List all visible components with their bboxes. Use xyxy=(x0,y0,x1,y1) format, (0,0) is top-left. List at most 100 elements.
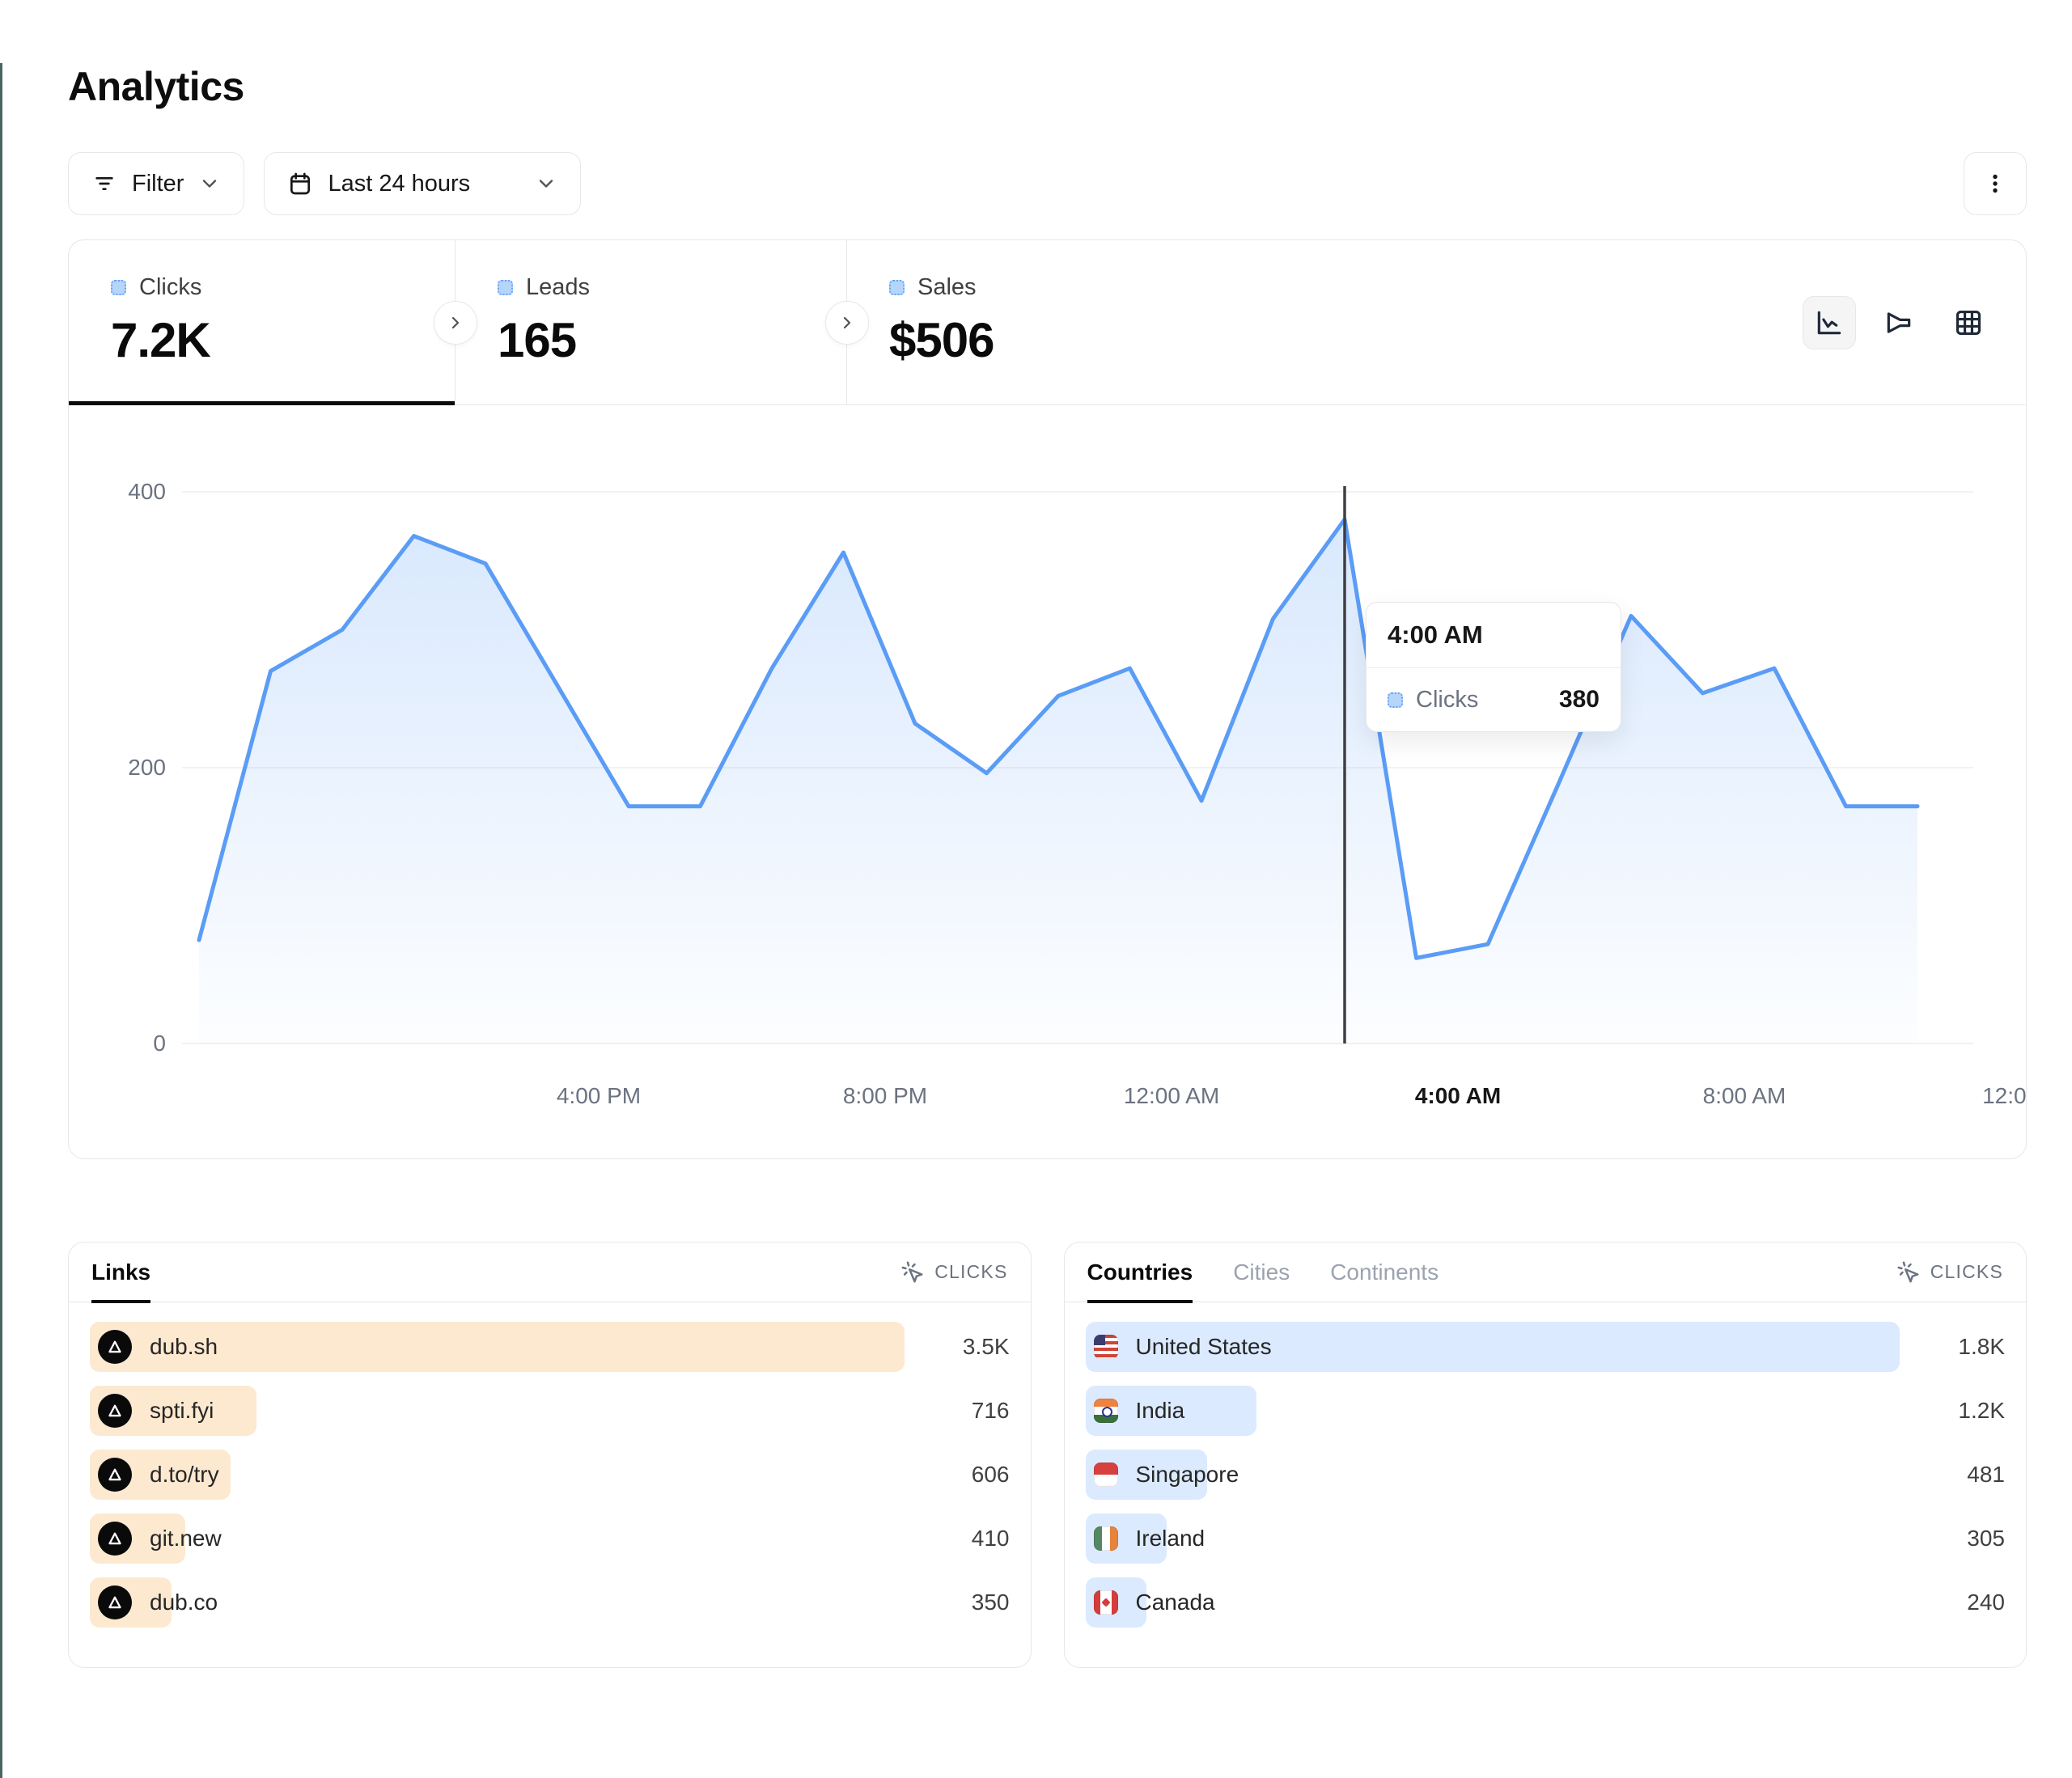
x-tick-label: 8:00 PM xyxy=(842,1083,928,1108)
geo-panel: Countries Cities Continents CLICKS xyxy=(1063,1242,2027,1668)
ireland-flag-icon xyxy=(1093,1526,1118,1551)
country-bar xyxy=(1085,1322,1900,1372)
geo-metric[interactable]: CLICKS xyxy=(1896,1260,2003,1285)
link-label: git.new xyxy=(150,1526,222,1551)
link-row[interactable]: d.to/try 606 xyxy=(90,1450,1010,1500)
country-row[interactable]: Singapore 481 xyxy=(1085,1450,2005,1500)
singapore-flag-icon xyxy=(1093,1463,1118,1487)
chevron-down-icon xyxy=(535,172,557,195)
link-clicks-value: 410 xyxy=(971,1526,1010,1551)
stat-value: 7.2K xyxy=(111,313,211,367)
calendar-icon xyxy=(287,171,313,197)
cursor-click-icon xyxy=(1896,1260,1921,1285)
links-list: dub.sh 3.5K spti.fyi 716 xyxy=(69,1302,1031,1647)
country-label: Singapore xyxy=(1135,1462,1239,1487)
canada-flag-icon xyxy=(1093,1590,1118,1615)
country-label: Canada xyxy=(1135,1590,1215,1615)
clicks-area-chart[interactable] xyxy=(182,421,1973,1077)
link-clicks-value: 606 xyxy=(971,1462,1010,1487)
link-row[interactable]: dub.sh 3.5K xyxy=(90,1322,1010,1372)
tooltip-value: 380 xyxy=(1558,686,1600,713)
expand-clicks-chevron-button[interactable] xyxy=(434,300,477,345)
x-tick-label: 12:00 AM xyxy=(1123,1083,1220,1108)
link-row[interactable]: dub.co 350 xyxy=(90,1577,1010,1628)
dub-logo-icon xyxy=(98,1458,132,1492)
sales-legend-square-icon xyxy=(889,280,905,295)
link-clicks-value: 350 xyxy=(971,1590,1010,1615)
links-metric[interactable]: CLICKS xyxy=(900,1260,1007,1285)
x-tick-label: 8:00 AM xyxy=(1702,1083,1786,1108)
filter-button[interactable]: Filter xyxy=(68,152,245,215)
more-options-button[interactable] xyxy=(1964,152,2027,215)
tab-links[interactable]: Links xyxy=(91,1242,151,1303)
y-axis-tick-label: 200 xyxy=(128,755,166,780)
date-range-button[interactable]: Last 24 hours xyxy=(264,152,582,215)
chart-view-toggles xyxy=(1803,295,1995,349)
date-range-label: Last 24 hours xyxy=(328,170,471,197)
link-label: spti.fyi xyxy=(150,1398,214,1423)
line-chart-view-button[interactable] xyxy=(1803,295,1856,349)
dub-logo-icon xyxy=(98,1585,132,1619)
country-label: United States xyxy=(1135,1334,1272,1359)
link-row[interactable]: git.new 410 xyxy=(90,1513,1010,1564)
country-clicks-value: 1.2K xyxy=(1958,1398,2005,1423)
country-row[interactable]: Ireland 305 xyxy=(1085,1513,2005,1564)
y-axis-tick-label: 0 xyxy=(153,1031,166,1056)
tooltip-time: 4:00 AM xyxy=(1367,603,1621,668)
country-row[interactable]: India 1.2K xyxy=(1085,1386,2005,1436)
country-clicks-value: 1.8K xyxy=(1958,1334,2005,1359)
tab-continents[interactable]: Continents xyxy=(1330,1242,1439,1302)
link-row[interactable]: spti.fyi 716 xyxy=(90,1386,1010,1436)
country-clicks-value: 305 xyxy=(1967,1526,2005,1551)
x-tick-label: 4:00 AM xyxy=(1414,1083,1502,1108)
stat-label: Sales xyxy=(917,274,977,300)
kebab-menu-icon xyxy=(1981,170,2009,197)
dub-logo-icon xyxy=(98,1394,132,1428)
clicks-legend-square-icon xyxy=(111,280,126,295)
india-flag-icon xyxy=(1093,1399,1118,1423)
tooltip-series-label: Clicks xyxy=(1416,686,1479,713)
x-tick-label: 12:00 PM xyxy=(1982,1083,2027,1108)
stat-tab-clicks[interactable]: Clicks 7.2K xyxy=(69,240,456,405)
window-edge xyxy=(0,63,2,1778)
stat-label: Leads xyxy=(526,274,591,300)
y-axis-tick-label: 400 xyxy=(128,479,166,504)
filter-button-label: Filter xyxy=(132,170,184,197)
tab-countries[interactable]: Countries xyxy=(1087,1242,1193,1303)
country-row[interactable]: United States 1.8K xyxy=(1085,1322,2005,1372)
bottom-panels: Links CLICKS dub.sh xyxy=(68,1242,2027,1668)
link-clicks-value: 3.5K xyxy=(962,1334,1010,1359)
stat-value: 165 xyxy=(498,313,577,367)
funnel-chart-icon xyxy=(1883,307,1914,338)
us-flag-icon xyxy=(1093,1335,1118,1359)
funnel-chart-view-button[interactable] xyxy=(1872,296,1926,349)
cursor-click-icon xyxy=(900,1260,925,1285)
stat-tab-sales[interactable]: Sales $506 xyxy=(847,240,2026,404)
country-row[interactable]: Canada 240 xyxy=(1085,1577,2005,1628)
geo-panel-header: Countries Cities Continents CLICKS xyxy=(1064,1242,2026,1303)
expand-leads-chevron-button[interactable] xyxy=(825,300,869,345)
chevron-down-icon xyxy=(198,172,221,195)
x-tick-label: 4:00 PM xyxy=(556,1083,642,1108)
country-clicks-value: 240 xyxy=(1967,1590,2005,1615)
stat-value: $506 xyxy=(889,313,994,367)
country-label: India xyxy=(1135,1398,1185,1423)
chart-tooltip: 4:00 AM Clicks 380 xyxy=(1366,602,1621,732)
stat-tab-leads[interactable]: Leads 165 xyxy=(456,240,847,404)
link-bar xyxy=(90,1322,905,1372)
tab-cities[interactable]: Cities xyxy=(1233,1242,1290,1302)
table-grid-icon xyxy=(1953,307,1984,338)
link-clicks-value: 716 xyxy=(971,1398,1010,1423)
countries-list: United States 1.8K India 1.2K xyxy=(1065,1302,2027,1647)
filter-icon xyxy=(91,171,117,197)
leads-legend-square-icon xyxy=(498,280,513,295)
chart-region: 400 200 0 4:00 PM 8:00 PM 12:00 AM 4:00 … xyxy=(69,405,2026,1158)
stat-label: Clicks xyxy=(139,274,202,300)
country-clicks-value: 481 xyxy=(1967,1462,2005,1487)
table-view-button[interactable] xyxy=(1942,296,1995,349)
tooltip-legend-square-icon xyxy=(1388,692,1403,708)
link-label: dub.sh xyxy=(150,1334,218,1359)
links-panel: Links CLICKS dub.sh xyxy=(68,1242,1032,1668)
analytics-chart-card: Clicks 7.2K Leads 165 Sales $506 xyxy=(68,239,2027,1159)
toolbar: Filter Last 24 hours xyxy=(68,152,2027,215)
